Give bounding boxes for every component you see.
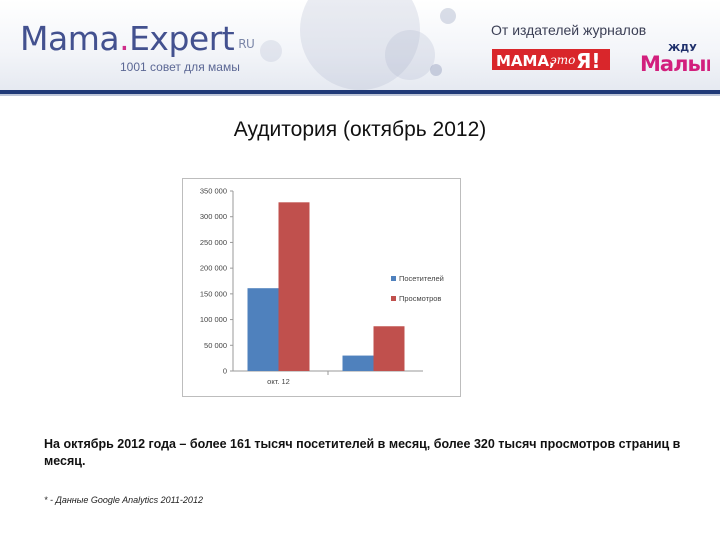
decor-dot — [260, 40, 282, 62]
audience-chart: 0 50 000 100 000 150 000 200 000 250 000 300 0… — [182, 178, 461, 397]
bar-1-1 — [373, 326, 405, 371]
bar-0-1 — [342, 355, 374, 371]
slide-title: Аудитория (октябрь 2012) — [233, 118, 487, 141]
bar-1-0 — [278, 202, 310, 371]
chart-canvas: 0 50 000 100 000 150 000 200 000 250 000 300 0… — [200, 187, 444, 387]
decor-dot — [385, 30, 435, 80]
header-rule-shadow — [0, 94, 720, 96]
y-tick-label: 50 000 — [204, 341, 227, 350]
header-banner: Mama.Expert RU 1001 совет для мамы От изд… — [0, 0, 720, 94]
logo-dot: . — [119, 19, 130, 58]
x-tick-label: окт. 12 — [267, 377, 290, 386]
mamaexpert-logo[interactable]: Mama.Expert RU — [20, 19, 255, 58]
y-tick-label: 0 — [223, 367, 227, 376]
y-tick-label: 350 000 — [200, 187, 227, 196]
audience-description: На октябрь 2012 года – более 161 тысяч п… — [44, 437, 681, 468]
logo-tagline: 1001 совет для мамы — [120, 60, 240, 74]
logo-ru: RU — [238, 37, 255, 51]
svg-text:МАМА,: МАМА, — [496, 52, 555, 70]
header-rule — [0, 90, 720, 94]
decor-dot — [440, 8, 456, 24]
y-tick-label: 100 000 — [200, 315, 227, 324]
publisher-text: От издателей журналов — [491, 22, 647, 38]
legend-swatch-1 — [391, 296, 396, 301]
logo-expert: Expert — [129, 19, 235, 58]
legend-swatch-0 — [391, 276, 396, 281]
svg-text:это: это — [550, 53, 575, 67]
legend-label-1: Просмотров — [399, 294, 441, 303]
y-tick-label: 250 000 — [200, 238, 227, 247]
logo-mama: Mama — [20, 19, 120, 58]
bar-0-0 — [247, 288, 279, 371]
magazine-mama-eto-ya-logo[interactable]: МАМА, это Я! — [492, 46, 610, 72]
y-tick-label: 150 000 — [200, 289, 227, 298]
magazine-zhdu-malysha-logo[interactable]: ЖДУ Малыша — [638, 40, 710, 74]
svg-text:Малыша: Малыша — [640, 52, 710, 74]
svg-text:ЖДУ: ЖДУ — [668, 43, 697, 54]
source-footnote: * - Данные Google Analytics 2011-2012 — [44, 495, 203, 505]
decor-dot — [430, 64, 442, 76]
legend-label-0: Посетителей — [399, 274, 444, 283]
y-tick-label: 300 000 — [200, 212, 227, 221]
y-tick-label: 200 000 — [200, 264, 227, 273]
svg-text:Я!: Я! — [576, 49, 601, 72]
